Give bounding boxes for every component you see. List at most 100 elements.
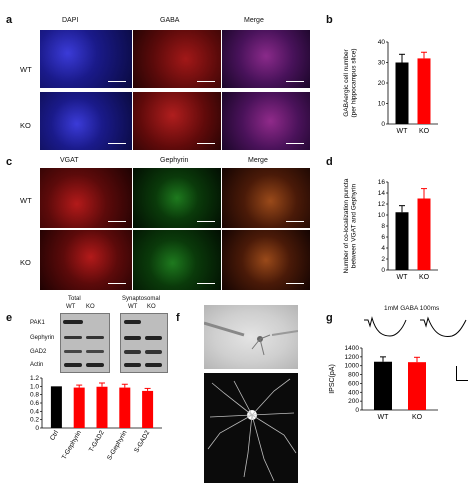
panel-f-letter: f: [176, 312, 180, 324]
chart-e-category-label: Ctrl: [49, 429, 60, 442]
panel-a-row-wt: WT: [20, 65, 32, 74]
chart-d-ytick-label: 14: [378, 190, 386, 197]
panel-c-letter: c: [6, 156, 13, 168]
chart-d-ytick-label: 2: [381, 256, 385, 263]
chart-b-ytick-label: 30: [378, 60, 386, 67]
chart-g-bar-0: [374, 361, 392, 410]
chart-b-category-label: KO: [419, 128, 430, 135]
brightfield-image: [204, 305, 298, 369]
chart-e-ytick-label: 0.6: [30, 400, 39, 407]
chart-d-bar-0: [395, 212, 409, 270]
band-syn-gephyrin-ko: [145, 336, 162, 340]
chart-e-ytick-label: 1.2: [30, 375, 39, 382]
chart-b-ytick-label: 40: [378, 39, 386, 46]
band-syn-gad2-wt: [124, 350, 141, 354]
blot-synaptosomal: [120, 313, 168, 373]
chart-d-bar-1: [417, 198, 431, 270]
blot-title-synaptosomal: Synaptosomal: [122, 296, 161, 302]
blot-lane-total-wt: WT: [66, 304, 76, 310]
band-total-gad2-wt: [64, 350, 82, 353]
chart-e-ytick-label: 0.4: [30, 408, 39, 415]
blot-lane-syn-ko: KO: [147, 304, 156, 310]
band-total-actin-wt: [64, 363, 82, 367]
chart-b-ytick-label: 0: [381, 121, 385, 128]
chart-g-category-label: KO: [412, 414, 423, 421]
blot-row-actin: Actin: [30, 362, 44, 368]
chart-d-ytick-label: 12: [378, 201, 386, 208]
scalebar-vertical: [456, 366, 457, 380]
panel-c-col-merge: Merge: [248, 157, 268, 164]
band-syn-actin-wt: [124, 363, 141, 367]
trace-label: 1mM GABA 100ms: [384, 305, 440, 312]
micrograph-c-wt-merge: [222, 168, 310, 228]
chart-e-ytick-label: 0.8: [30, 392, 39, 399]
micrograph-c-wt-vgat: [40, 168, 132, 228]
pipette-right: [271, 330, 298, 336]
band-total-gephyrin-wt: [64, 336, 82, 339]
panel-a-col-dapi: DAPI: [62, 17, 79, 24]
dendrites: [251, 334, 271, 356]
chart-e-bar-4: [142, 390, 154, 428]
chart-b-ytick-label: 20: [378, 80, 386, 87]
chart-g-ytick-label: 800: [348, 372, 359, 379]
micrograph-a-wt-gaba: [133, 30, 221, 88]
band-syn-pak1-wt: [124, 320, 141, 324]
chart-e-bar-2: [96, 386, 108, 428]
micrograph-c-ko-gephyrin: [133, 230, 221, 290]
micrograph-a-wt-dapi: [40, 30, 132, 88]
blot-lane-total-ko: KO: [86, 304, 95, 310]
trace-wt: [364, 316, 407, 337]
chart-e-category-label: T-GAD2: [88, 429, 106, 453]
chart-g-ytick-label: 600: [348, 380, 359, 387]
blot-title-total: Total: [68, 296, 81, 302]
trace-ko: [420, 316, 467, 337]
micrograph-a-ko-merge: [222, 92, 310, 150]
chart-e-ytick-label: 0.2: [30, 417, 39, 424]
panel-d-letter: d: [326, 156, 333, 168]
micrograph-a-ko-gaba: [133, 92, 221, 150]
chart-e-category-label: S-GAD2: [133, 429, 151, 454]
fluorescent-neuron-image: [204, 373, 298, 483]
chart-e-bar-1: [73, 387, 85, 428]
panel-a-letter: a: [6, 14, 13, 26]
chart-b-bar-1: [417, 58, 431, 124]
chart-g-ytick-label: 1400: [345, 345, 360, 352]
fluorescent-neuron: [207, 378, 297, 482]
panel-b-letter: b: [326, 14, 333, 26]
panel-a-row-ko: KO: [20, 121, 31, 130]
chart-b-category-label: WT: [397, 128, 409, 135]
panel-e-letter: e: [6, 312, 13, 324]
panel-a-col-merge: Merge: [244, 17, 264, 24]
chart-d-ytick-label: 8: [381, 223, 385, 230]
panel-c-row-ko: KO: [20, 258, 31, 267]
band-syn-actin-ko: [145, 363, 162, 367]
chart-g-ytick-label: 0: [355, 407, 359, 414]
chart-g-ylabel: IPSC(pA): [329, 364, 336, 394]
chart-d-ylabel: between VGAT and Gephyrin: [351, 183, 358, 268]
chart-e-ytick-label: 0: [35, 425, 39, 432]
chart-g-bar-1: [408, 362, 426, 410]
micrograph-a-wt-merge: [222, 30, 310, 88]
chart-d-ytick-label: 4: [381, 245, 385, 252]
panel-g-letter: g: [326, 312, 333, 324]
chart-b-ylabel: GABAergic cell number: [343, 48, 350, 116]
micrograph-c-wt-gephyrin: [133, 168, 221, 228]
band-total-gephyrin-ko: [86, 336, 104, 339]
brightfield-neuron: [204, 321, 298, 356]
chart-b-bar-0: [395, 62, 409, 124]
chart-d-ytick-label: 6: [381, 234, 385, 241]
band-syn-gad2-ko: [145, 350, 162, 354]
chart-g-ytick-label: 400: [348, 389, 359, 396]
panel-c-col-vgat: VGAT: [60, 157, 79, 164]
chart-e-bar-3: [119, 387, 131, 428]
chart-d-category-label: KO: [419, 274, 430, 281]
chart-g-ytick-label: 1200: [345, 354, 360, 361]
chart-d-category-label: WT: [397, 274, 409, 281]
chart-e-category-label: S-Gephyrin: [106, 429, 129, 461]
band-syn-gephyrin-wt: [124, 336, 141, 340]
fluor-dendrites: [207, 378, 297, 482]
chart-e-ytick-label: 1.0: [30, 383, 39, 390]
